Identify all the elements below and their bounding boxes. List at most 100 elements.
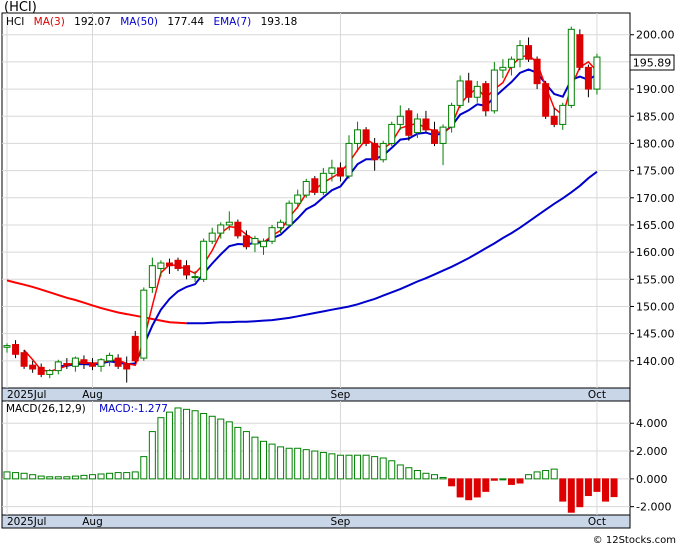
legend-ema7-label: EMA(7) (213, 16, 251, 28)
macd-legend: MACD(26,12,9) MACD:-1.277 (6, 403, 168, 415)
candle-up (294, 194, 302, 204)
macd-bar-negative (576, 478, 584, 508)
candle-up (319, 172, 327, 193)
ma50-line (186, 170, 598, 325)
macd-bar-positive (191, 410, 199, 480)
price-y-tick-label: 185.00 (636, 110, 675, 123)
price-x-tick-label: Aug (82, 389, 103, 401)
candle-up (559, 104, 567, 125)
macd-bar-positive (89, 474, 96, 480)
macd-bar-positive (542, 470, 550, 480)
candle-up (567, 28, 575, 106)
candle-up (157, 262, 165, 269)
macd-bar-positive (114, 472, 122, 480)
macd-y-tick-label: 2.000 (636, 445, 668, 458)
price-x-tick-label: 2025Jul (7, 389, 46, 401)
candle-down (234, 221, 242, 237)
candle-up (285, 202, 293, 226)
macd-bar-positive (165, 411, 173, 480)
macd-bar-positive (46, 476, 54, 480)
legend-ma50-value: 177.44 (167, 16, 204, 28)
candle-down (371, 142, 379, 161)
candle-down (465, 80, 473, 98)
candle-up (200, 240, 208, 280)
candle-down (542, 83, 550, 117)
macd-bar-positive (97, 473, 105, 480)
price-y-tick-label: 180.00 (636, 137, 675, 150)
price-y-tick-label: 165.00 (636, 219, 675, 232)
candle-down (131, 335, 139, 362)
candle-down (482, 83, 490, 112)
candle-down (336, 167, 344, 177)
macd-bar-positive (277, 446, 285, 480)
macd-bar-positive (311, 450, 319, 480)
candle-up (277, 221, 285, 229)
candle-up (106, 354, 114, 362)
macd-bar-positive (183, 408, 191, 480)
candle-down (533, 58, 541, 85)
macd-bar-positive (80, 474, 88, 480)
candle-up (208, 232, 216, 242)
macd-bar-positive (12, 472, 20, 480)
macd-bar-positive (413, 470, 421, 480)
candle-down (311, 178, 319, 193)
macd-bar-positive (225, 421, 233, 480)
macd-x-tick-label: 2025Jul (7, 516, 46, 528)
candle-up (140, 289, 148, 359)
macd-bar-positive (148, 431, 156, 480)
candle-down (20, 352, 28, 367)
candle-down (422, 118, 430, 131)
copyright-notice: © 12Stocks.com (592, 535, 676, 546)
candle-down (12, 344, 20, 355)
candle-down (63, 363, 71, 366)
candle-down (576, 34, 584, 68)
price-y-tick-label: 160.00 (636, 246, 675, 259)
macd-bar-positive (388, 460, 396, 480)
candle-up (46, 370, 54, 375)
last-price-marker: 195.89 (629, 54, 675, 71)
price-candles (3, 26, 601, 383)
candle-down (37, 366, 45, 375)
candle-down (431, 129, 438, 144)
candle-down (165, 262, 173, 267)
macd-bar-positive (550, 468, 558, 480)
macd-bar-positive (422, 472, 430, 480)
macd-bar-positive (439, 476, 447, 480)
price-y-tick-label: 150.00 (636, 300, 675, 313)
macd-bar-positive (328, 453, 336, 480)
price-y-tick-label: 190.00 (636, 83, 675, 96)
macd-bar-positive (157, 417, 165, 480)
chart-title: (HCI) (4, 0, 37, 15)
candle-up (507, 58, 515, 68)
candle-up (225, 221, 233, 226)
candle-up (217, 224, 225, 234)
macd-bar-positive (371, 456, 379, 480)
macd-bar-negative (567, 478, 575, 513)
macd-panel (1, 400, 631, 516)
candle-up (490, 69, 498, 112)
macd-bar-negative (593, 478, 601, 492)
candle-up (593, 56, 601, 90)
candle-up (260, 240, 267, 248)
candle-down (174, 259, 182, 269)
macd-bar-positive (405, 467, 413, 480)
candle-up (413, 118, 421, 134)
macd-bar-negative (610, 478, 618, 498)
legend-ema7-value: 193.18 (261, 16, 298, 28)
candle-up (54, 361, 62, 372)
price-y-tick-label: 155.00 (636, 273, 675, 286)
macd-y-tick-label: 0.000 (636, 473, 668, 486)
price-panel (1, 12, 631, 389)
macd-bar-positive (131, 471, 139, 480)
macd-bar-positive (525, 474, 533, 480)
macd-bar-positive (431, 474, 438, 480)
price-y-tick-label: 145.00 (636, 328, 675, 341)
candle-up (439, 126, 447, 144)
macd-bar-positive (499, 478, 507, 481)
candle-up (379, 142, 387, 161)
price-legend: HCI MA(3) 192.07 MA(50) 177.44 EMA(7) 19… (6, 16, 297, 28)
candle-up (516, 45, 524, 60)
candle-up (396, 115, 404, 125)
x-axis-labels: 2025Jul 2025Jul Aug Aug Sep Sep Oct Oct (7, 389, 606, 528)
